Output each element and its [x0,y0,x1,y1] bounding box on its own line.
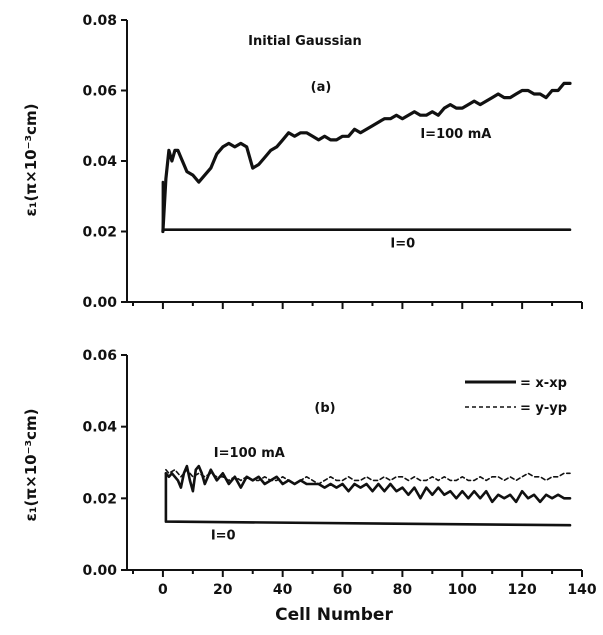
panel-a-y-tick-label: 0.08 [82,13,117,29]
panel-b-y-tick-label: 0.06 [82,348,117,364]
legend-label-y-yp: = y-yp [520,401,567,416]
panel-b-x-tick-label: 80 [393,582,413,598]
panel-a-series-solid-0 [161,81,572,234]
panel-a-y-tick-label: 0.02 [82,225,117,241]
panel-a-y-tick-label: 0.06 [82,84,117,100]
legend: = x-xp = y-yp [465,376,567,416]
panel-b-label: (b) [314,401,335,416]
panel-b-x-tick-label: 20 [213,582,233,598]
panel-a-series-solid-1 [161,180,572,231]
panel-b-x-tick-label: 100 [448,582,477,598]
panel-b-y-tick-label: 0.02 [82,491,117,507]
panel-b-x-tick-label: 40 [273,582,293,598]
panel-a: Initial Gaussian (a) ε₁(π×10⁻³cm) 0.00 0.… [22,13,583,311]
panel-a-y-tick-label: 0.00 [82,295,117,311]
panel-a-title: Initial Gaussian [248,34,362,49]
panel-a-y-tick-label: 0.04 [82,154,117,170]
panel-a-ylabel: ε₁(π×10⁻³cm) [22,104,40,217]
x-axis-title: Cell Number [275,605,393,625]
panel-b-x-tick-label: 140 [567,582,596,598]
panel-a-annotation: I=100 mA [420,127,491,142]
panel-b-series-dashed-1 [165,468,571,485]
panel-b-x-tick-label: 120 [508,582,537,598]
panel-b-series-solid-0 [164,464,572,504]
panel-b-x-tick-label: 60 [333,582,353,598]
panel-b-y-tick-label: 0.04 [82,420,117,436]
panel-b-ylabel: ε₁(π×10⁻³cm) [22,409,40,522]
panel-b-annotation: I=0 [211,529,236,544]
legend-label-x-xp: = x-xp [520,376,567,391]
panel-b: (b) ε₁(π×10⁻³cm) 0.00 0.02 0.04 0.06 0 20 40 60… [22,348,597,625]
panel-b-series-solid-2 [164,471,572,527]
panel-b-x-tick-label: 0 [158,582,168,598]
panel-b-y-tick-label: 0.00 [82,563,117,579]
panel-a-label: (a) [311,80,332,95]
panel-a-annotation: I=0 [390,236,415,251]
panel-b-annotation: I=100 mA [214,446,285,461]
